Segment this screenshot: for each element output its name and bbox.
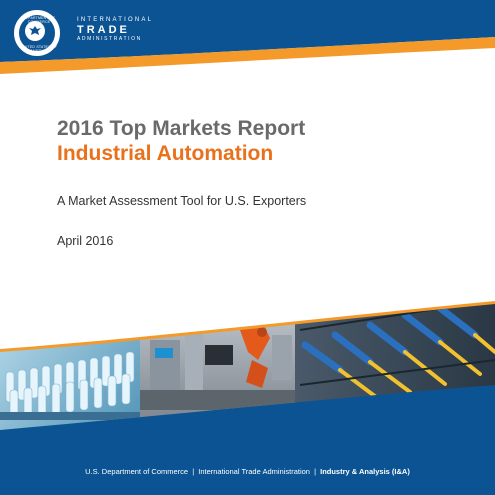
header-blue-shape bbox=[0, 0, 495, 62]
industrial-photo-collage bbox=[0, 301, 495, 430]
report-subtitle: A Market Assessment Tool for U.S. Export… bbox=[57, 194, 307, 208]
footer-separator: | bbox=[192, 467, 195, 476]
seal-text-bottom: UNITED STATES OF AMERICA bbox=[20, 45, 58, 53]
department-of-commerce-seal: DEPARTMENT OF COMMERCE UNITED STATES OF … bbox=[14, 10, 60, 56]
factory-robot-photo bbox=[140, 304, 295, 430]
footer-band bbox=[0, 380, 495, 495]
footer-ita: International Trade Administration bbox=[198, 467, 310, 476]
header-band bbox=[0, 0, 495, 74]
logo-line-international: INTERNATIONAL bbox=[77, 17, 154, 23]
footer-doc: U.S. Department of Commerce bbox=[85, 467, 189, 476]
logo-line-administration: ADMINISTRATION bbox=[77, 36, 142, 42]
footer-credits: U.S. Department of Commerce | Internatio… bbox=[0, 467, 495, 476]
report-date: April 2016 bbox=[57, 234, 114, 248]
title-block: 2016 Top Markets Report Industrial Autom… bbox=[57, 117, 305, 166]
bottling-line-photo bbox=[0, 304, 140, 430]
header-orange-stripe bbox=[0, 37, 495, 74]
footer-ia: Industry & Analysis (I&A) bbox=[320, 467, 410, 476]
report-title: 2016 Top Markets Report bbox=[57, 117, 306, 140]
footer-separator: | bbox=[314, 467, 317, 476]
logo-line-trade: TRADE bbox=[77, 24, 130, 36]
eagle-icon bbox=[29, 26, 41, 35]
strip-orange-trim bbox=[0, 301, 495, 354]
ita-logo: INTERNATIONAL TRADE ADMINISTRATION bbox=[77, 17, 153, 43]
report-sector: Industrial Automation bbox=[57, 142, 274, 165]
